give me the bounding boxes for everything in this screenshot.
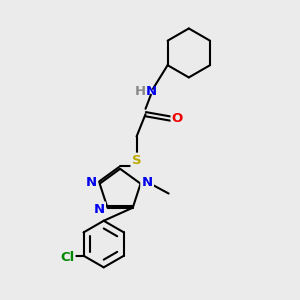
Text: O: O bbox=[172, 112, 183, 125]
Text: N: N bbox=[86, 176, 97, 189]
Text: N: N bbox=[142, 176, 153, 189]
Text: S: S bbox=[132, 154, 141, 167]
Text: N: N bbox=[94, 203, 105, 216]
Text: H: H bbox=[135, 85, 146, 98]
Text: N: N bbox=[145, 85, 157, 98]
Text: Cl: Cl bbox=[60, 251, 74, 264]
